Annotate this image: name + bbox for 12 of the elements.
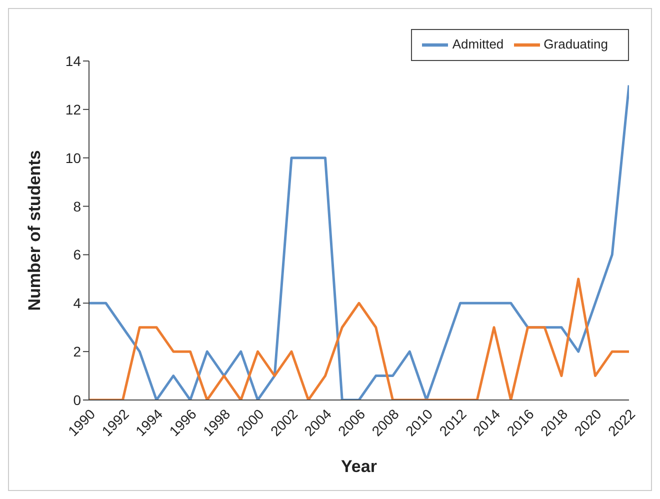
y-tick-label: 14: [65, 52, 82, 69]
x-axis-title: Year: [341, 457, 378, 476]
y-tick-label: 12: [65, 101, 82, 118]
legend-label: Admitted: [452, 36, 504, 52]
legend-label: Graduating: [544, 36, 608, 52]
y-axis-title: Number of students: [25, 150, 44, 311]
y-tick-label: 4: [73, 295, 82, 312]
y-tick-label: 6: [73, 246, 82, 263]
y-tick-label: 0: [73, 392, 82, 408]
y-tick-label: 10: [65, 150, 82, 166]
y-tick-label: 8: [73, 198, 82, 214]
y-tick-label: 2: [73, 344, 82, 360]
